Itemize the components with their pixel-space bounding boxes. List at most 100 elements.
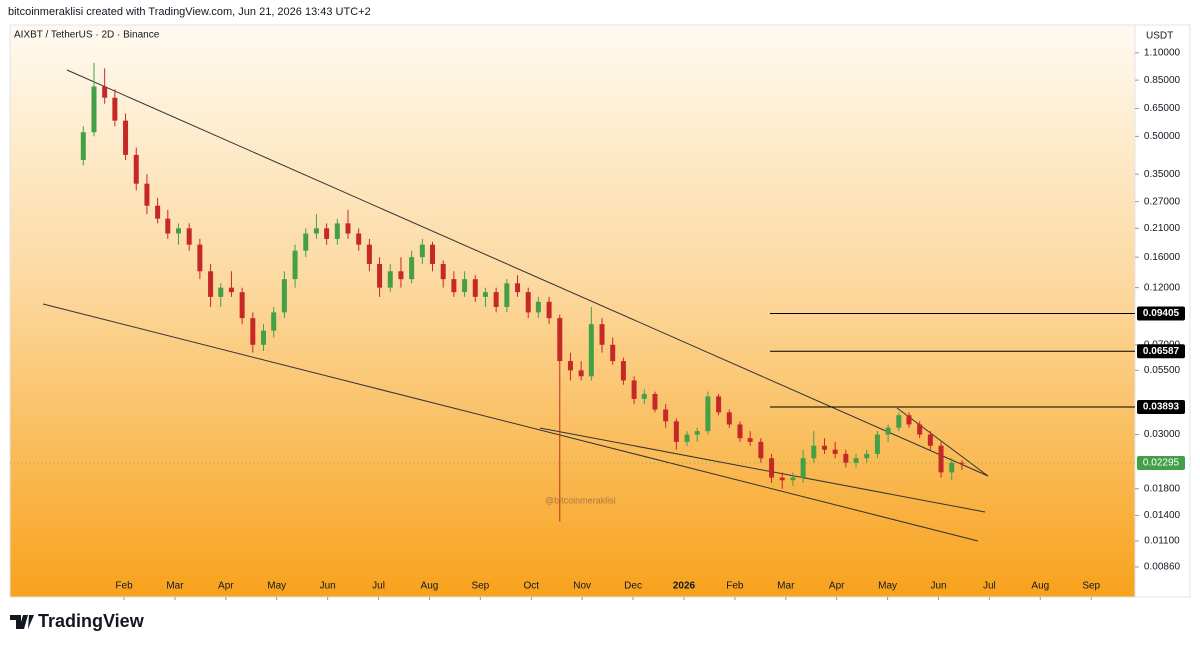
candle-body bbox=[843, 453, 849, 463]
level-label-box bbox=[1137, 344, 1185, 359]
attribution: bitcoinmeraklisi created with TradingVie… bbox=[8, 6, 371, 18]
brand-logo bbox=[10, 615, 34, 629]
candle-body bbox=[938, 445, 944, 473]
candle-body bbox=[769, 458, 775, 478]
y-tick-label: 0.27000 bbox=[1144, 196, 1181, 207]
candle-body bbox=[377, 263, 383, 288]
candle-body bbox=[853, 458, 859, 463]
level-label-box bbox=[1137, 399, 1185, 414]
candle-body bbox=[504, 283, 510, 307]
candle-body bbox=[250, 318, 256, 345]
candle-body bbox=[451, 279, 457, 293]
candle-body bbox=[398, 271, 404, 280]
y-tick-label: 0.65000 bbox=[1144, 103, 1181, 114]
candle-body bbox=[366, 244, 372, 264]
candle-body bbox=[885, 427, 891, 435]
candle-body bbox=[726, 412, 732, 425]
candle-body bbox=[112, 97, 118, 121]
candle-body bbox=[716, 396, 722, 413]
x-tick-label: Aug bbox=[421, 581, 439, 592]
y-tick-label: 0.16000 bbox=[1144, 252, 1181, 263]
candle-body bbox=[758, 441, 764, 459]
brand-name: TradingView bbox=[38, 611, 145, 631]
candle-body bbox=[779, 477, 785, 481]
y-tick-label: 0.35000 bbox=[1144, 169, 1181, 180]
x-tick-label: Sep bbox=[1082, 581, 1100, 592]
y-tick-label: 0.12000 bbox=[1144, 282, 1181, 293]
x-tick-label: Dec bbox=[624, 581, 642, 592]
y-tick-label: 1.10000 bbox=[1144, 47, 1181, 58]
candle-body bbox=[144, 183, 150, 206]
candle-body bbox=[641, 393, 647, 399]
candle-body bbox=[345, 223, 351, 234]
candle-body bbox=[261, 330, 267, 345]
candle-body bbox=[821, 445, 827, 450]
candle-body bbox=[599, 324, 605, 345]
candle-body bbox=[493, 292, 499, 307]
candle-body bbox=[218, 287, 224, 297]
last-price-label: 0.02295 bbox=[1143, 458, 1180, 469]
y-tick-label: 0.01100 bbox=[1144, 536, 1180, 547]
x-tick-label: Oct bbox=[523, 581, 539, 592]
last-price-box bbox=[1137, 455, 1185, 470]
level-label: 0.09405 bbox=[1143, 308, 1180, 319]
y-tick-label: 0.00860 bbox=[1144, 562, 1181, 573]
candle-body bbox=[673, 421, 679, 442]
x-tick-label: 2026 bbox=[673, 581, 696, 592]
candle-body bbox=[387, 271, 393, 288]
candle-body bbox=[588, 324, 594, 377]
candle-body bbox=[737, 424, 743, 439]
x-tick-label: Jul bbox=[372, 581, 385, 592]
candle-body bbox=[228, 287, 234, 293]
candle-body bbox=[747, 438, 753, 442]
y-tick-label: 0.05500 bbox=[1144, 365, 1181, 376]
x-tick-label: Jun bbox=[320, 581, 336, 592]
candle-body bbox=[91, 86, 97, 133]
candle-body bbox=[896, 415, 902, 428]
candle-body bbox=[557, 318, 563, 362]
candle-body bbox=[949, 462, 955, 473]
x-tick-label: May bbox=[878, 581, 897, 592]
plot-area bbox=[10, 25, 1135, 597]
candle-body bbox=[123, 120, 129, 155]
x-tick-label: Mar bbox=[166, 581, 184, 592]
candle-body bbox=[927, 434, 933, 446]
candle-body bbox=[409, 257, 415, 280]
candle-body bbox=[175, 228, 181, 234]
frame bbox=[9, 24, 1191, 598]
level-label: 0.03893 bbox=[1143, 402, 1180, 413]
x-tick-label: Jun bbox=[930, 581, 946, 592]
candle-body bbox=[874, 434, 880, 454]
candle-body bbox=[430, 244, 436, 264]
x-tick-label: Apr bbox=[218, 581, 234, 592]
candle-body bbox=[620, 361, 626, 381]
x-tick-label: Mar bbox=[777, 581, 795, 592]
symbol-title: AIXBT / TetherUS · 2D · Binance bbox=[14, 30, 160, 41]
trend-line bbox=[66, 69, 989, 477]
x-tick-label: Aug bbox=[1031, 581, 1049, 592]
candle-body bbox=[684, 434, 690, 442]
candle-body bbox=[864, 453, 870, 459]
trend-line bbox=[539, 427, 986, 513]
candle-body bbox=[155, 205, 161, 219]
candle-body bbox=[239, 292, 245, 319]
x-tick-label: Jul bbox=[983, 581, 996, 592]
candle-body bbox=[419, 244, 425, 258]
y-tick-label: 0.03000 bbox=[1144, 429, 1181, 440]
candle-body bbox=[610, 344, 616, 362]
candle-body bbox=[281, 279, 287, 313]
y-tick-label: 0.21000 bbox=[1144, 223, 1181, 234]
trend-line bbox=[896, 407, 989, 477]
candle-body bbox=[208, 271, 214, 297]
candle-body bbox=[567, 361, 573, 371]
candle-body bbox=[578, 370, 584, 377]
candle-body bbox=[165, 218, 171, 234]
watermark: @bitcoinmeraklisi bbox=[545, 495, 616, 505]
trend-line bbox=[42, 303, 979, 542]
candle-body bbox=[631, 380, 637, 399]
candle-body bbox=[482, 292, 488, 297]
candle-body bbox=[186, 228, 192, 245]
candle-body bbox=[705, 396, 711, 432]
